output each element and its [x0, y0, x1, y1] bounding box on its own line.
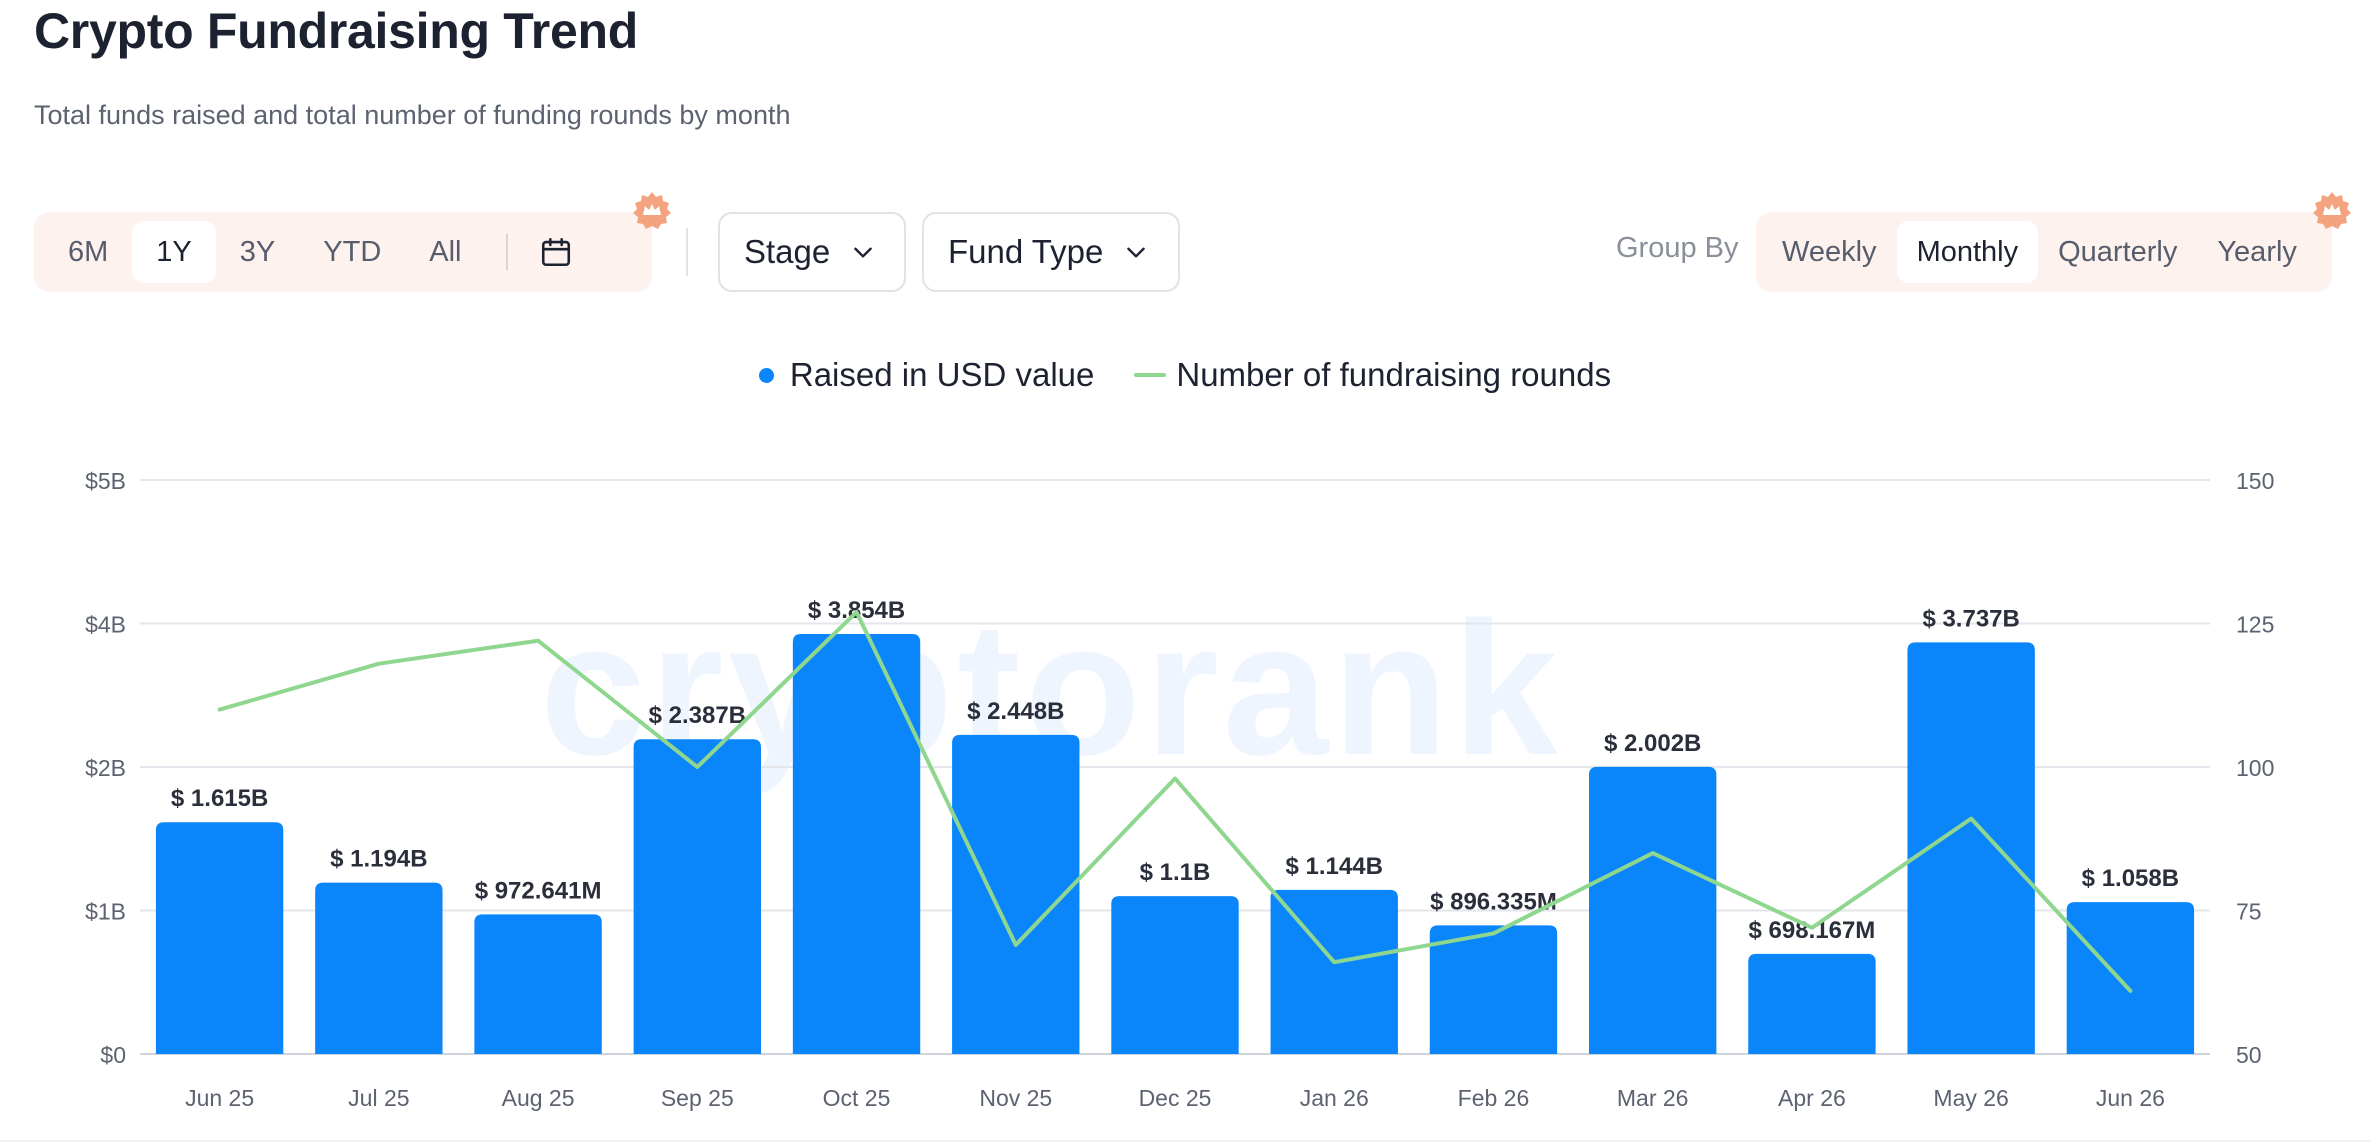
bar-data-label: $ 1.615B	[171, 785, 268, 812]
bar-raised-jan-26	[1270, 889, 1398, 1054]
bar-data-label: $ 1.058B	[2082, 865, 2179, 892]
group-by-label: Group By	[1616, 232, 1739, 264]
time-range-selector: 6M 1Y 3Y YTD All	[34, 212, 652, 292]
fund-type-dropdown-label: Fund Type	[948, 233, 1104, 270]
calendar-button[interactable]	[528, 221, 584, 283]
bar-raised-aug-25	[474, 914, 602, 1054]
range-tab-1y[interactable]: 1Y	[132, 221, 216, 283]
bar-raised-oct-25	[792, 633, 921, 1054]
left-axis-tick-label: $2B	[85, 755, 126, 781]
group-by-selector: Weekly Monthly Quarterly Yearly	[1756, 212, 2332, 292]
page-subtitle: Total funds raised and total number of f…	[34, 100, 791, 130]
bar-raised-nov-25	[952, 734, 1080, 1054]
range-tab-ytd[interactable]: YTD	[323, 235, 382, 268]
x-axis-tick-label: Jun 25	[185, 1085, 254, 1111]
legend-label-rounds: Number of fundraising rounds	[1176, 356, 1612, 393]
toolbar-divider	[686, 228, 688, 276]
bar-raised-dec-25	[1111, 896, 1239, 1054]
right-axis-tick-label: 75	[2236, 899, 2262, 925]
chevron-down-icon	[854, 247, 873, 258]
range-tab-3y[interactable]: 3Y	[239, 235, 276, 268]
x-axis-tick-label: Oct 25	[823, 1085, 891, 1111]
chart-legend: Raised in USD value Number of fundraisin…	[0, 356, 2370, 394]
crown-badge-icon	[2313, 192, 2351, 229]
left-axis-tick-label: $4B	[85, 612, 126, 638]
bar-data-label: $ 2.387B	[649, 702, 746, 729]
x-axis-tick-label: Jan 26	[1300, 1085, 1369, 1111]
bar-raised-jul-25	[315, 882, 443, 1054]
x-axis-tick-label: Aug 25	[502, 1085, 575, 1111]
bar-data-label: $ 2.002B	[1604, 730, 1701, 757]
legend-item-rounds[interactable]: Number of fundraising rounds	[1134, 356, 1611, 394]
legend-line-icon	[1134, 373, 1167, 377]
chevron-down-icon	[1127, 247, 1146, 258]
x-axis-tick-label: Apr 26	[1778, 1085, 1846, 1111]
group-by-yearly[interactable]: Yearly	[2217, 235, 2297, 268]
x-axis-tick-label: Jul 25	[348, 1085, 409, 1111]
stage-dropdown[interactable]: Stage	[718, 212, 906, 292]
legend-label-raised: Raised in USD value	[789, 356, 1095, 393]
x-axis-tick-label: Jun 26	[2096, 1085, 2165, 1111]
bar-raised-jun-25	[155, 822, 284, 1054]
bar-data-label: $ 698.167M	[1749, 917, 1876, 944]
right-axis-tick-label: 100	[2236, 755, 2274, 781]
bar-data-label: $ 1.194B	[330, 846, 427, 873]
group-by-quarterly[interactable]: Quarterly	[2058, 235, 2178, 268]
x-axis-tick-label: Sep 25	[661, 1085, 734, 1111]
bar-raised-mar-26	[1589, 766, 1717, 1054]
x-axis-tick-label: May 26	[1933, 1085, 2008, 1111]
bar-data-label: $ 2.448B	[967, 698, 1064, 725]
bar-raised-feb-26	[1429, 925, 1558, 1054]
bar-raised-sep-25	[633, 739, 761, 1054]
x-axis-tick-label: Dec 25	[1139, 1085, 1212, 1111]
group-by-monthly[interactable]: Monthly	[1896, 221, 2039, 283]
fund-type-dropdown[interactable]: Fund Type	[922, 212, 1180, 292]
legend-dot-icon	[758, 367, 774, 383]
left-axis-tick-label: $5B	[85, 468, 126, 494]
bar-raised-apr-26	[1748, 953, 1876, 1054]
page-title: Crypto Fundraising Trend	[34, 3, 638, 59]
left-axis-tick-label: $0	[100, 1042, 126, 1068]
left-axis-tick-label: $1B	[85, 899, 126, 925]
bottom-divider	[0, 1140, 2370, 1142]
right-axis-tick-label: 150	[2236, 468, 2274, 494]
right-axis-tick-label: 125	[2236, 612, 2274, 638]
bar-data-label: $ 3.737B	[1922, 605, 2019, 632]
bar-raised-may-26	[1907, 642, 2035, 1054]
bar-raised-jun-26	[2066, 902, 2195, 1054]
segment-divider	[505, 234, 508, 270]
calendar-icon	[541, 237, 570, 267]
x-axis-tick-label: Feb 26	[1458, 1085, 1530, 1111]
bar-data-label: $ 1.144B	[1286, 853, 1383, 880]
right-axis-tick-label: 50	[2236, 1042, 2262, 1068]
stage-dropdown-label: Stage	[744, 233, 831, 270]
group-by-weekly[interactable]: Weekly	[1782, 235, 1877, 268]
bar-data-label: $ 1.1B	[1140, 859, 1211, 886]
crown-badge-icon	[633, 192, 671, 229]
x-axis-tick-label: Mar 26	[1617, 1085, 1689, 1111]
x-axis-tick-label: Nov 25	[979, 1085, 1052, 1111]
range-tab-6m[interactable]: 6M	[68, 235, 109, 268]
legend-item-raised[interactable]: Raised in USD value	[758, 356, 1095, 394]
bar-data-label: $ 972.641M	[475, 877, 602, 904]
range-tab-all[interactable]: All	[429, 235, 462, 268]
